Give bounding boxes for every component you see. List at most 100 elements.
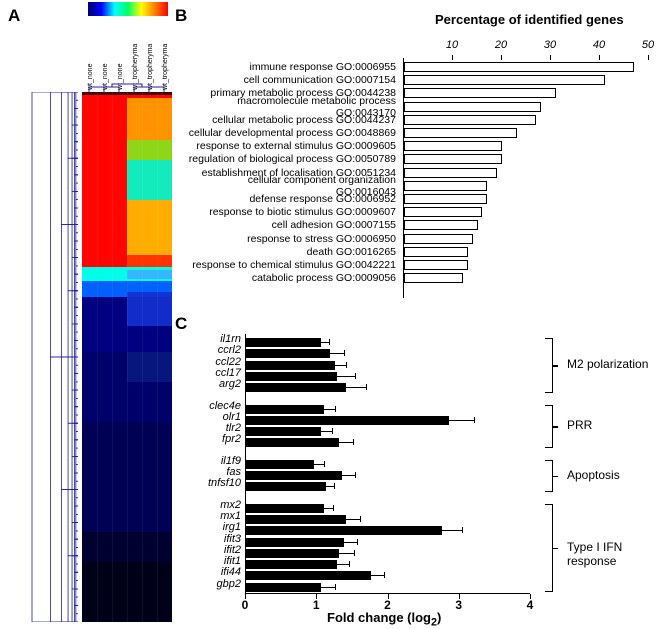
panel-c-axis-title: Fold change (log2) xyxy=(327,610,441,629)
tick-label: 40 xyxy=(593,39,605,51)
go-row-label: cell communication GO:0007154 xyxy=(185,74,400,86)
go-row-label: response to biotic stimulus GO:0009607 xyxy=(185,206,400,218)
tick-label: 20 xyxy=(495,39,507,51)
group-label: Apoptosis xyxy=(567,468,620,482)
fc-bar xyxy=(246,460,314,469)
go-bar xyxy=(404,234,473,244)
gene-label: fas xyxy=(185,466,241,478)
panel-b-axis-title: Percentage of identified genes xyxy=(435,12,624,27)
go-row-label: response to chemical stimulus GO:0042221 xyxy=(185,259,400,271)
go-row-label: response to external stimulus GO:0009605 xyxy=(185,140,400,152)
gene-label: ifi44 xyxy=(185,566,241,578)
go-bar xyxy=(404,194,487,204)
panel-c-bars xyxy=(245,334,530,594)
gene-label: ccrl2 xyxy=(185,344,241,356)
go-row-label: regulation of biological process GO:0050… xyxy=(185,153,400,165)
fc-bar xyxy=(246,571,371,580)
foldchange-barchart: Fold change (log2) 01234il1rnccrl2ccl22c… xyxy=(185,330,655,625)
tick-label: 50 xyxy=(642,39,654,51)
group-label: M2 polarization xyxy=(567,357,648,371)
go-bar xyxy=(404,207,482,217)
fc-bar xyxy=(246,504,324,513)
dendrogram xyxy=(30,92,78,622)
xtick-label: 1 xyxy=(313,598,320,612)
panel-a-label: A xyxy=(8,6,20,26)
go-bar xyxy=(404,128,517,138)
gene-label: ccl22 xyxy=(185,356,241,368)
go-bar xyxy=(404,141,502,151)
go-row-label: death GO:0016265 xyxy=(185,246,400,258)
gene-label: gbp2 xyxy=(185,578,241,590)
group-bracket xyxy=(545,504,553,592)
go-row-label: cellular metabolic process GO:0044237 xyxy=(185,114,400,126)
gene-label: ifit1 xyxy=(185,555,241,567)
gene-label: ccl17 xyxy=(185,367,241,379)
fc-bar xyxy=(246,482,326,491)
go-bar xyxy=(404,62,634,72)
fc-bar xyxy=(246,427,321,436)
gene-label: olr1 xyxy=(185,411,241,423)
xtick-label: 2 xyxy=(384,598,391,612)
fc-bar xyxy=(246,471,342,480)
panel-b-ticks: 1020304050 xyxy=(403,39,648,57)
axis-text: Fold change (log xyxy=(327,610,431,625)
fc-bar xyxy=(246,438,339,447)
tick-label: 30 xyxy=(544,39,556,51)
go-row-label: cell adhesion GO:0007155 xyxy=(185,219,400,231)
colorbar xyxy=(88,2,168,16)
tick-label: 10 xyxy=(446,39,458,51)
fc-bar xyxy=(246,372,337,381)
fc-bar xyxy=(246,338,321,347)
go-bar xyxy=(404,247,468,257)
gene-label: il1rn xyxy=(185,333,241,345)
go-row-label: defense response GO:0006952 xyxy=(185,193,400,205)
panel-b-bars xyxy=(403,58,648,298)
go-bar xyxy=(404,88,556,98)
xtick-label: 3 xyxy=(455,598,462,612)
go-bar xyxy=(404,115,536,125)
gene-label: clec4e xyxy=(185,400,241,412)
fc-bar xyxy=(246,560,337,569)
fc-bar xyxy=(246,361,335,370)
gene-label: fpr2 xyxy=(185,433,241,445)
go-row-label: cellular developmental process GO:004886… xyxy=(185,127,400,139)
gene-label: mx2 xyxy=(185,499,241,511)
go-bar xyxy=(404,154,502,164)
go-bar xyxy=(404,273,463,283)
gene-label: ifit3 xyxy=(185,533,241,545)
group-label: Type I IFN response xyxy=(567,540,655,568)
group-label: PRR xyxy=(567,418,592,432)
fc-bar xyxy=(246,526,442,535)
group-bracket xyxy=(545,460,553,492)
fc-bar xyxy=(246,416,449,425)
go-bar xyxy=(404,75,605,85)
go-row-label: response to stress GO:0006950 xyxy=(185,233,400,245)
fc-bar xyxy=(246,583,321,592)
group-bracket xyxy=(545,338,553,393)
gene-label: arg2 xyxy=(185,378,241,390)
fc-bar xyxy=(246,549,339,558)
axis-end: ) xyxy=(437,610,441,625)
gene-label: tlr2 xyxy=(185,422,241,434)
go-bar xyxy=(404,260,468,270)
go-row-label: immune response GO:0006955 xyxy=(185,61,400,73)
go-bar xyxy=(404,102,541,112)
heatmap xyxy=(82,92,172,622)
go-bar xyxy=(404,220,478,230)
xtick-label: 4 xyxy=(527,598,534,612)
go-row-label: catabolic process GO:0009056 xyxy=(185,272,400,284)
fc-bar xyxy=(246,538,344,547)
fc-bar xyxy=(246,349,330,358)
heatmap-panel: wt_nonewt_nonewt_nonewt_tropherymawt_tro… xyxy=(30,2,176,622)
xtick-label: 0 xyxy=(242,598,249,612)
go-bar xyxy=(404,168,497,178)
group-bracket xyxy=(545,405,553,448)
gene-label: il1f9 xyxy=(185,455,241,467)
fc-bar xyxy=(246,383,346,392)
gene-label: mx1 xyxy=(185,510,241,522)
gene-label: irg1 xyxy=(185,521,241,533)
fc-bar xyxy=(246,405,324,414)
fc-bar xyxy=(246,515,346,524)
gene-label: ifit2 xyxy=(185,544,241,556)
gene-label: tnfsf10 xyxy=(185,477,241,489)
